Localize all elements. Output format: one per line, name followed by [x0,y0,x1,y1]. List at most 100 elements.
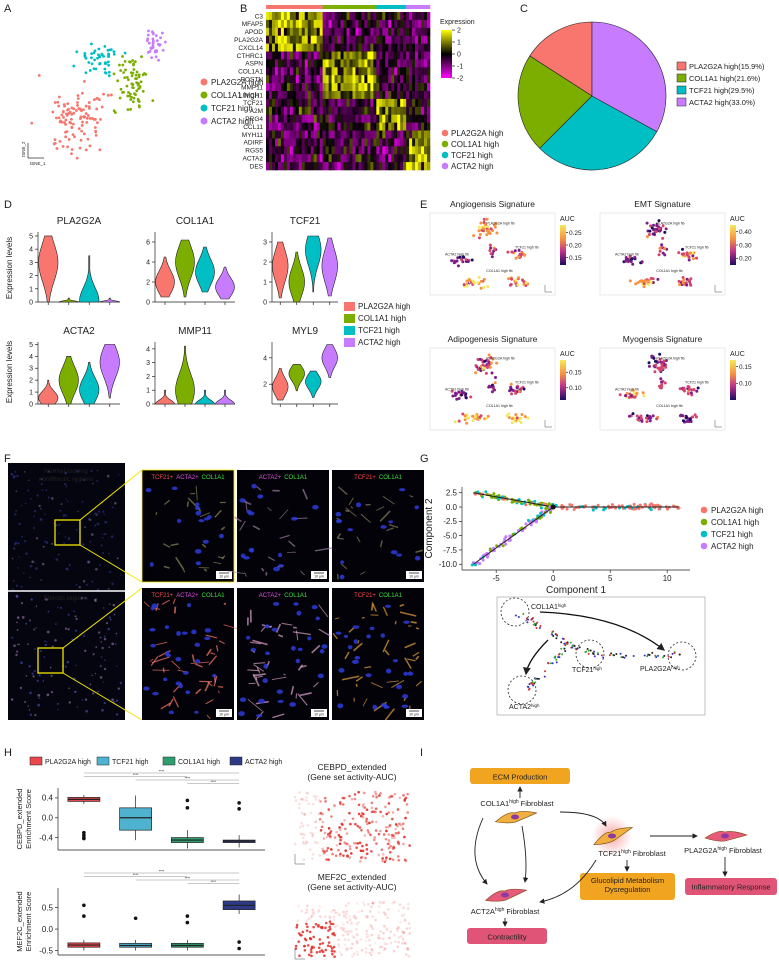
heat-cell [406,83,409,91]
legend-title: Expression [440,19,475,26]
tissue-speck [85,710,88,713]
heat-cell [379,28,382,36]
cell-dot [83,80,86,83]
heat-cell [344,20,347,28]
cell-dot [302,931,305,934]
heat-cell [287,44,290,52]
heat-cell [341,59,344,67]
channel-name: TCF21+ [151,593,173,599]
heat-cell [320,123,323,131]
heat-cell [424,146,427,154]
tissue-speck [57,703,59,705]
heat-cell [415,75,418,83]
tissue-speck [111,583,114,586]
cell-dot [107,49,110,52]
heat-cell [338,91,341,99]
heat-cell [373,115,376,123]
axis-title: Component 1 [546,585,606,596]
violin [322,238,338,296]
heat-cell [326,75,329,83]
cell-dot [405,797,408,800]
group-bar [308,5,311,9]
heat-cell [347,123,350,131]
cell-dot [78,127,81,130]
outlier [82,914,86,918]
heat-cell [284,131,287,139]
cell-dot [344,944,347,947]
group-bar [403,5,406,9]
cell-dot [371,902,374,905]
cell-dot [590,650,592,652]
cell-dot [366,829,369,832]
cell-dot [660,386,663,389]
heat-cell [296,131,299,139]
cell-dot [319,915,322,918]
heat-cell [418,115,421,123]
cell-dot [488,249,491,252]
cell-dot [633,655,635,657]
heat-cell [266,59,269,67]
cell-dot [80,109,83,112]
axis-label: tSNE_1 [30,161,46,166]
heat-cell [332,75,335,83]
heat-cell [424,154,427,162]
heat-cell [379,99,382,107]
heat-cell [355,115,358,123]
cell-dot [391,795,394,798]
cell-dot [327,944,330,947]
cell-dot [486,285,489,288]
cell-dot [485,417,488,420]
tissue-speck [108,553,110,555]
heat-cell [406,52,409,60]
channel-name: TCF21+ [354,593,376,599]
tissue-speck [34,516,36,518]
cell-dot [325,922,328,925]
cell-dot [489,366,492,369]
tissue-speck [91,675,92,676]
violin [156,257,175,297]
heat-cell [355,20,358,28]
heat-cell [272,75,275,83]
tissue-speck [76,706,78,708]
cell-dot [339,842,342,845]
nucleus [263,664,268,669]
cell-dot [495,362,498,365]
cell-dot [331,953,334,956]
heat-cell [394,36,397,44]
heat-cell [400,107,403,115]
nucleus [381,633,385,638]
cell-dot [333,915,336,918]
sig-label: **** [159,770,165,774]
tick-label: -10.0 [439,560,458,569]
heat-cell [382,107,385,115]
heat-cell [424,107,427,115]
tsne-title: MEF2C_extended [318,872,387,882]
cell-dot [555,659,557,661]
nucleus [354,639,359,643]
nucleus [318,674,324,679]
legend-swatch [677,74,686,82]
heat-cell [403,75,406,83]
nucleus [196,511,202,516]
cell-dot [366,808,369,811]
heat-cell [421,131,424,139]
cell-dot [318,947,321,950]
heat-cell [323,44,326,52]
cell-dot [402,938,405,941]
heat-cell [394,91,397,99]
nucleus [146,488,152,492]
cell-dot [107,94,110,97]
cell-dot [686,278,689,281]
heat-cell [293,12,296,20]
tissue-speck [111,495,112,496]
group-bar [391,5,394,9]
tissue-speck [83,635,85,637]
cell-dot [344,842,347,845]
heat-cell [379,91,382,99]
heat-cell [272,115,275,123]
heat-cell [418,75,421,83]
cell-nucleus [721,834,729,839]
heat-cell [406,36,409,44]
cell-dot [365,947,368,950]
cell-dot [530,619,532,621]
